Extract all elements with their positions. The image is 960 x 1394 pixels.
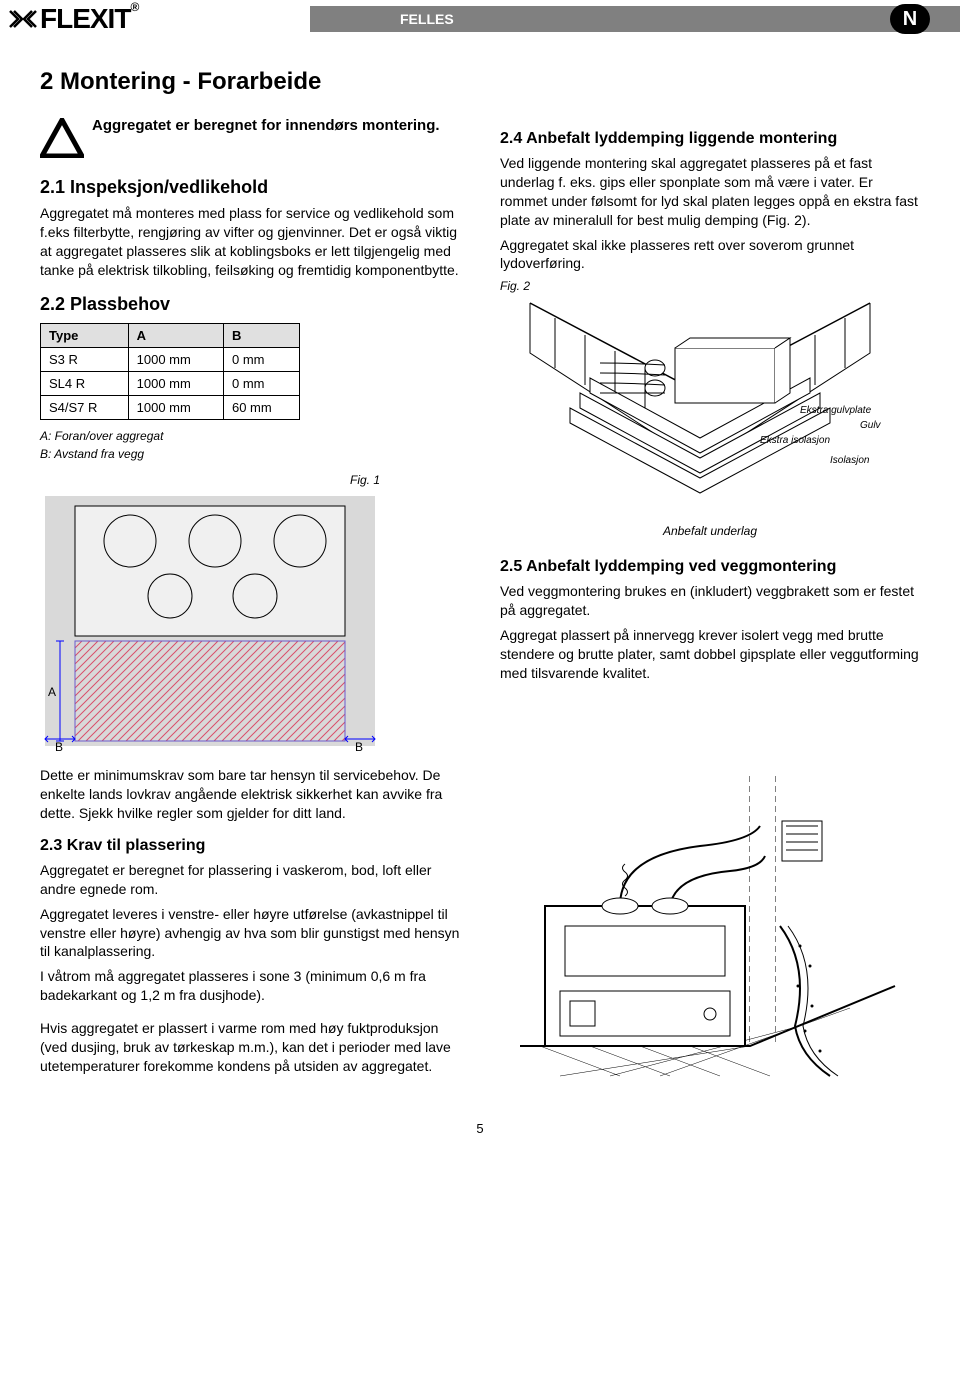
sec25-p2: Aggregat plassert på innervegg krever is… bbox=[500, 626, 920, 683]
table-note-b: B: Avstand fra vegg bbox=[40, 446, 460, 463]
sec23-heading: 2.3 Krav til plassering bbox=[40, 837, 460, 855]
table-row: S4/S7 R 1000 mm 60 mm bbox=[41, 395, 300, 419]
fig1-mark-a: A bbox=[48, 685, 56, 699]
brand-logo: FLEXIT® bbox=[0, 3, 138, 35]
space-table: Type A B S3 R 1000 mm 0 mm SL4 R 1000 mm… bbox=[40, 323, 300, 420]
left-column: Aggregatet er beregnet for innendørs mon… bbox=[40, 116, 460, 756]
table-note-a: A: Foran/over aggregat bbox=[40, 428, 460, 445]
sec21-p1: Aggregatet må monteres med plass for ser… bbox=[40, 204, 460, 280]
below-p1: Dette er minimumskrav som bare tar hensy… bbox=[40, 766, 460, 823]
fig2-label: Fig. 2 bbox=[500, 279, 920, 293]
language-badge: N bbox=[890, 4, 930, 34]
figure-1: Fig. 1 bbox=[40, 473, 460, 756]
warning-triangle-icon bbox=[40, 118, 84, 163]
svg-text:Ekstra isolasjon: Ekstra isolasjon bbox=[760, 435, 830, 446]
section-label: FELLES bbox=[400, 11, 454, 27]
logo-arrows-icon bbox=[8, 7, 38, 31]
sec25-heading: 2.5 Anbefalt lyddemping ved veggmonterin… bbox=[500, 558, 920, 576]
fig3-svg bbox=[500, 766, 900, 1086]
th-type: Type bbox=[41, 323, 129, 347]
fig1-label: Fig. 1 bbox=[40, 473, 380, 487]
sec24-p2: Aggregatet skal ikke plasseres rett over… bbox=[500, 236, 920, 274]
brand-text: FLEXIT bbox=[40, 3, 130, 35]
fig2-caption: Anbefalt underlag bbox=[500, 524, 920, 538]
right-column: 2.4 Anbefalt lyddemping liggende monteri… bbox=[500, 116, 920, 756]
figure-2: Fig. 2 bbox=[500, 279, 920, 538]
th-b: B bbox=[223, 323, 299, 347]
svg-text:Gulv: Gulv bbox=[860, 420, 882, 431]
sec23-p1: Aggregatet er beregnet for plassering i … bbox=[40, 861, 460, 899]
sec23-p4: Hvis aggregatet er plassert i varme rom … bbox=[40, 1019, 460, 1076]
page-header: FLEXIT® FELLES N bbox=[0, 0, 960, 38]
svg-text:Ekstra gulvplate: Ekstra gulvplate bbox=[800, 405, 872, 416]
sec22-heading: 2.2 Plassbehov bbox=[40, 294, 460, 315]
warning-text: Aggregatet er beregnet for innendørs mon… bbox=[92, 116, 440, 136]
header-section-bar: FELLES bbox=[310, 6, 960, 32]
fig2-svg: Ekstra gulvplate Gulv Ekstra isolasjon I… bbox=[500, 293, 900, 513]
table-row: SL4 R 1000 mm 0 mm bbox=[41, 371, 300, 395]
below-left: Dette er minimumskrav som bare tar hensy… bbox=[40, 766, 460, 1091]
svg-text:Isolasjon: Isolasjon bbox=[830, 455, 870, 466]
main-heading: 2 Montering - Forarbeide bbox=[40, 68, 920, 96]
page-number: 5 bbox=[40, 1121, 920, 1136]
page-body: 2 Montering - Forarbeide Aggregatet er b… bbox=[0, 38, 960, 1156]
sec24-heading: 2.4 Anbefalt lyddemping liggende monteri… bbox=[500, 130, 920, 148]
warning-block: Aggregatet er beregnet for innendørs mon… bbox=[40, 116, 460, 163]
sec23-p3: I våtrom må aggregatet plasseres i sone … bbox=[40, 967, 460, 1005]
svg-text:B: B bbox=[355, 740, 363, 751]
sec24-p1: Ved liggende montering skal aggregatet p… bbox=[500, 154, 920, 230]
sec23-p2: Aggregatet leveres i venstre- eller høyr… bbox=[40, 905, 460, 962]
table-row: S3 R 1000 mm 0 mm bbox=[41, 347, 300, 371]
fig1-svg: A B B bbox=[40, 491, 380, 751]
sec21-heading: 2.1 Inspeksjon/vedlikehold bbox=[40, 177, 460, 198]
below-right bbox=[500, 766, 920, 1091]
sec25-p1: Ved veggmontering brukes en (inkludert) … bbox=[500, 582, 920, 620]
th-a: A bbox=[128, 323, 223, 347]
svg-text:B: B bbox=[55, 740, 63, 751]
